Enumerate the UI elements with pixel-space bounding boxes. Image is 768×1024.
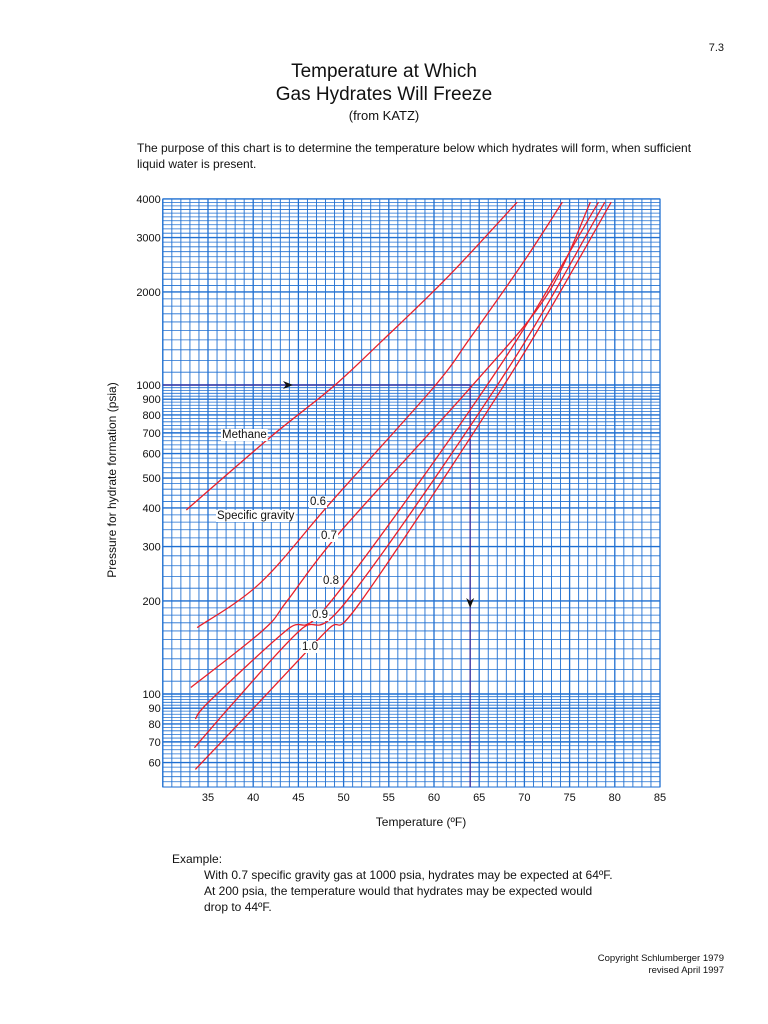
page-number: 7.3 xyxy=(708,42,724,54)
x-tick-label: 35 xyxy=(202,792,214,804)
title-line-1: Temperature at Which xyxy=(291,61,477,82)
example-heading: Example: xyxy=(172,852,223,866)
series-label-bg xyxy=(309,496,327,508)
copyright-line: Copyright Schlumberger 1979 xyxy=(597,953,724,964)
arrow-right-icon xyxy=(283,381,293,389)
series-label: 0.8 xyxy=(323,575,339,587)
x-tick-label: 60 xyxy=(428,792,440,804)
y-tick-label: 700 xyxy=(142,428,160,440)
x-tick-label: 70 xyxy=(518,792,530,804)
curve-sg-0.7 xyxy=(190,201,591,688)
y-tick-label: 1000 xyxy=(136,380,160,392)
example-line: At 200 psia, the temperature would that … xyxy=(204,884,593,898)
curve-sg-0.9 xyxy=(193,201,606,749)
purpose-text: The purpose of this chart is to determin… xyxy=(137,141,692,171)
series-label: 0.9 xyxy=(312,609,328,621)
series-label-bg xyxy=(320,530,338,542)
x-tick-label: 45 xyxy=(292,792,304,804)
specific-gravity-label-bg xyxy=(216,510,296,522)
y-axis-label: Pressure for hydrate formation (psia) xyxy=(105,382,119,578)
curve-sg-0.8 xyxy=(194,201,600,720)
y-tick-label: 200 xyxy=(142,596,160,608)
x-tick-label: 75 xyxy=(563,792,575,804)
arrow-down-icon xyxy=(466,598,475,608)
series-label-bg xyxy=(311,609,329,621)
x-tick-label: 40 xyxy=(247,792,259,804)
y-tick-label: 3000 xyxy=(136,233,160,245)
title-line-2: Gas Hydrates Will Freeze xyxy=(275,84,493,105)
copyright-line: revised April 1997 xyxy=(648,965,724,976)
series-label-bg xyxy=(322,575,340,587)
y-tick-label: 90 xyxy=(149,703,161,715)
y-tick-label: 60 xyxy=(149,758,161,770)
plot-frame xyxy=(162,198,661,788)
x-tick-label: 80 xyxy=(609,792,621,804)
source: (from KATZ) xyxy=(348,108,420,123)
curve-sg-0.6 xyxy=(196,201,563,629)
curve-methane xyxy=(185,201,518,511)
y-tick-label: 70 xyxy=(149,737,161,749)
x-tick-label: 85 xyxy=(654,792,666,804)
curve-sg-1.0 xyxy=(194,201,612,770)
x-tick-label: 65 xyxy=(473,792,485,804)
y-tick-label: 300 xyxy=(142,542,160,554)
y-tick-label: 900 xyxy=(142,394,160,406)
x-tick-label: 50 xyxy=(337,792,349,804)
y-tick-label: 2000 xyxy=(136,287,160,299)
y-tick-label: 100 xyxy=(142,689,160,701)
series-label-bg xyxy=(301,641,319,653)
series-label: 0.6 xyxy=(310,496,326,508)
y-tick-label: 500 xyxy=(142,473,160,485)
example-line: drop to 44ºF. xyxy=(204,900,272,914)
copyright: Copyright Schlumberger 1979 revised Apri… xyxy=(598,953,724,977)
specific-gravity-label: Specific gravity xyxy=(217,510,295,522)
methane-label-bg xyxy=(221,429,268,441)
methane-label: Methane xyxy=(222,429,267,441)
y-tick-label: 800 xyxy=(142,410,160,422)
y-tick-label: 80 xyxy=(149,719,161,731)
x-axis-label: Temperature (ºF) xyxy=(375,815,467,829)
example-block: Example: With 0.7 specific gravity gas a… xyxy=(172,851,613,915)
series-label: 0.7 xyxy=(321,530,337,542)
y-tick-label: 600 xyxy=(142,449,160,461)
example-line: With 0.7 specific gravity gas at 1000 ps… xyxy=(204,868,613,882)
x-tick-label: 55 xyxy=(383,792,395,804)
y-tick-label: 4000 xyxy=(136,194,160,206)
series-label: 1.0 xyxy=(302,641,318,653)
y-tick-label: 400 xyxy=(142,503,160,515)
